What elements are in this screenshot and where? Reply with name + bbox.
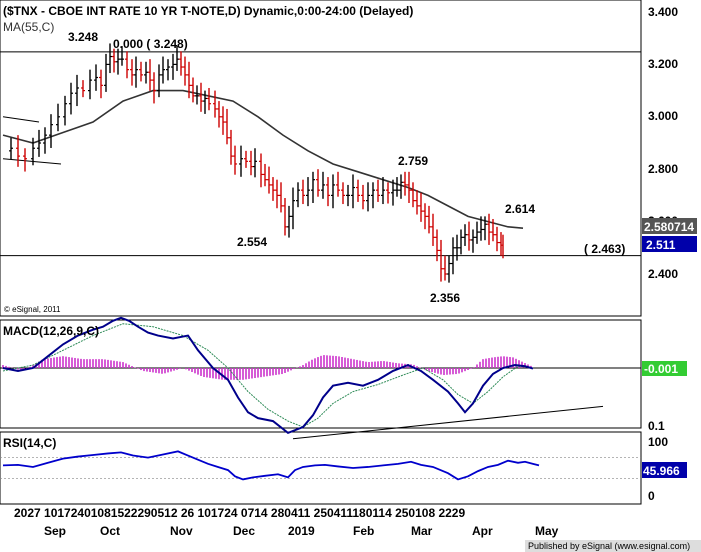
y-tick-label: 2.800 bbox=[648, 162, 678, 176]
y-tick-label: 3.000 bbox=[648, 109, 678, 123]
annotation: 2.759 bbox=[398, 154, 428, 168]
macd-signal-line bbox=[2, 323, 534, 428]
ma-line bbox=[2, 89, 524, 229]
last-value-box bbox=[642, 236, 697, 252]
trendline bbox=[2, 116, 40, 123]
annotation: 2.554 bbox=[237, 235, 267, 249]
macd-title: MACD(12,26,9,C) bbox=[3, 324, 99, 338]
y-tick-label: 2.400 bbox=[648, 267, 678, 281]
macd-plot bbox=[0, 316, 641, 440]
annotation: ( 2.463) bbox=[584, 242, 625, 256]
rsi-plot bbox=[0, 450, 641, 481]
macd-line bbox=[2, 316, 534, 435]
annotation: 2.614 bbox=[505, 202, 535, 216]
rsi-title: RSI(14,C) bbox=[3, 436, 56, 450]
annotation: 0.000 ( 3.248) bbox=[113, 37, 188, 51]
y-tick-label: 3.400 bbox=[648, 5, 678, 19]
x-month-labels: Sep Oct Nov Dec 2019 Feb Mar Apr May bbox=[44, 524, 559, 538]
annotation: 3.248 bbox=[68, 30, 98, 44]
ma-value-box bbox=[642, 218, 697, 234]
x-month-label: Sep bbox=[44, 524, 66, 538]
price-plot bbox=[0, 43, 641, 283]
x-tick-labels: 2027 10172401081522290512 26 101724 0714… bbox=[14, 506, 465, 520]
rsi-line bbox=[2, 450, 540, 481]
y-tick-label: 3.200 bbox=[648, 57, 678, 71]
rsi-tick-label: 100 bbox=[648, 435, 668, 449]
x-month-label: Oct bbox=[100, 524, 120, 538]
annotation: 2.356 bbox=[430, 291, 460, 305]
macd-panel bbox=[0, 319, 642, 429]
credit-label: Published by eSignal (www.esignal.com) bbox=[528, 541, 690, 551]
rsi-value-box bbox=[642, 462, 687, 478]
x-month-label: Dec bbox=[233, 524, 255, 538]
ma-value-label: 2.580714 bbox=[644, 220, 694, 234]
rsi-tick-label: 0 bbox=[648, 489, 655, 503]
rsi-panel bbox=[0, 431, 642, 505]
x-month-label: May bbox=[535, 524, 559, 538]
last-value-label: 2.511 bbox=[646, 238, 676, 252]
ma-label: MA(55,C) bbox=[3, 20, 54, 34]
x-month-label: Nov bbox=[170, 524, 193, 538]
macd-tick-label: 0.1 bbox=[648, 419, 665, 433]
copyright-label: © eSignal, 2011 bbox=[4, 305, 61, 314]
rsi-value-label: 45.966 bbox=[643, 464, 680, 478]
x-month-label: Feb bbox=[353, 524, 374, 538]
x-month-label: Mar bbox=[411, 524, 433, 538]
macd-value-box bbox=[642, 361, 687, 376]
macd-value-label: -0.001 bbox=[644, 362, 678, 376]
credit-bar bbox=[525, 540, 701, 552]
trendline bbox=[2, 158, 62, 165]
x-month-label: 2019 bbox=[288, 524, 315, 538]
chart-title: ($TNX - CBOE INT RATE 10 YR T-NOTE,D) Dy… bbox=[3, 4, 413, 18]
x-month-label: Apr bbox=[472, 524, 493, 538]
macd-trendline bbox=[292, 405, 604, 440]
